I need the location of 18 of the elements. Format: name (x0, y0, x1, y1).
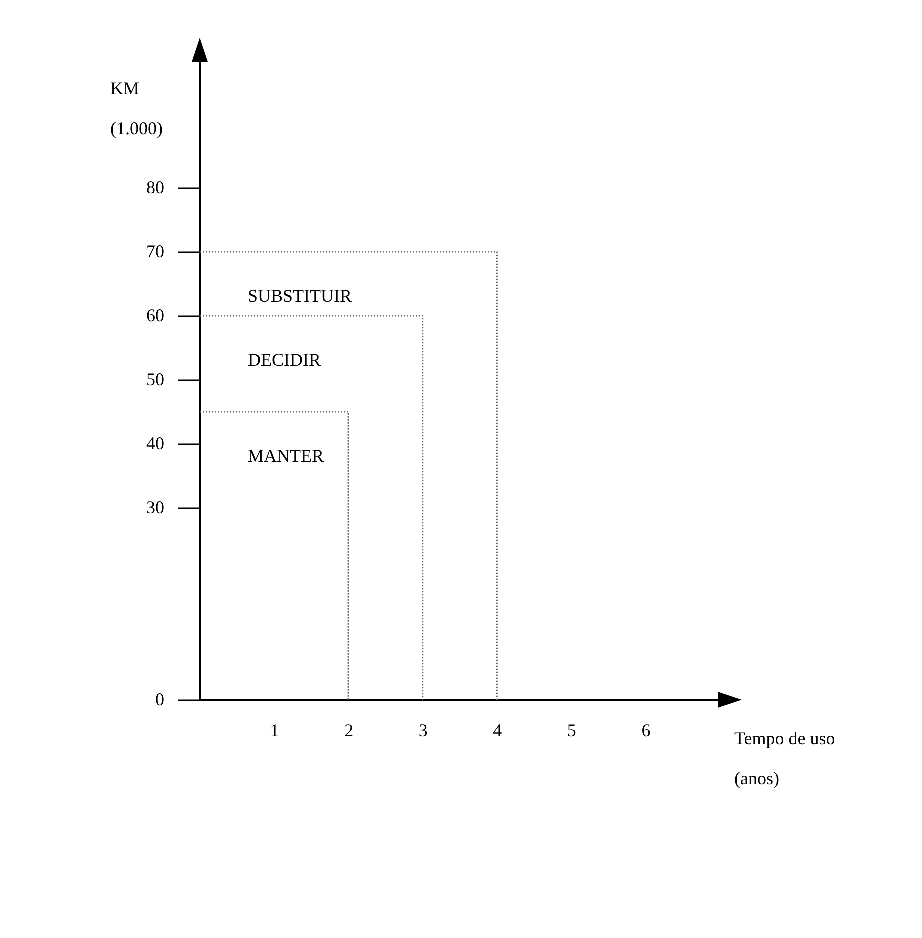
annotation: DECIDIR (248, 350, 321, 370)
y-tick-label: 40 (146, 434, 164, 454)
y-tick-label: 30 (146, 498, 164, 518)
x-tick-label: 4 (493, 720, 502, 740)
y-tick-label: 70 (146, 242, 164, 262)
x-tick-label: 6 (642, 720, 651, 740)
annotation: SUBSTITUIR (248, 286, 352, 306)
annotation: MANTER (248, 446, 324, 466)
x-axis-title: Tempo de uso (anos) (734, 728, 836, 788)
y-tick-label: 60 (146, 306, 164, 326)
x-tick-label: 3 (418, 720, 428, 740)
x-tick-label: 2 (344, 720, 354, 740)
x-tick-label: 1 (270, 720, 280, 740)
y-tick-label: 80 (146, 178, 164, 198)
x-tick-label: 5 (567, 720, 576, 740)
y-axis-title: KM (1.000) (110, 78, 163, 138)
y-tick-label: 0 (156, 690, 164, 710)
y-tick-label: 50 (146, 370, 164, 390)
